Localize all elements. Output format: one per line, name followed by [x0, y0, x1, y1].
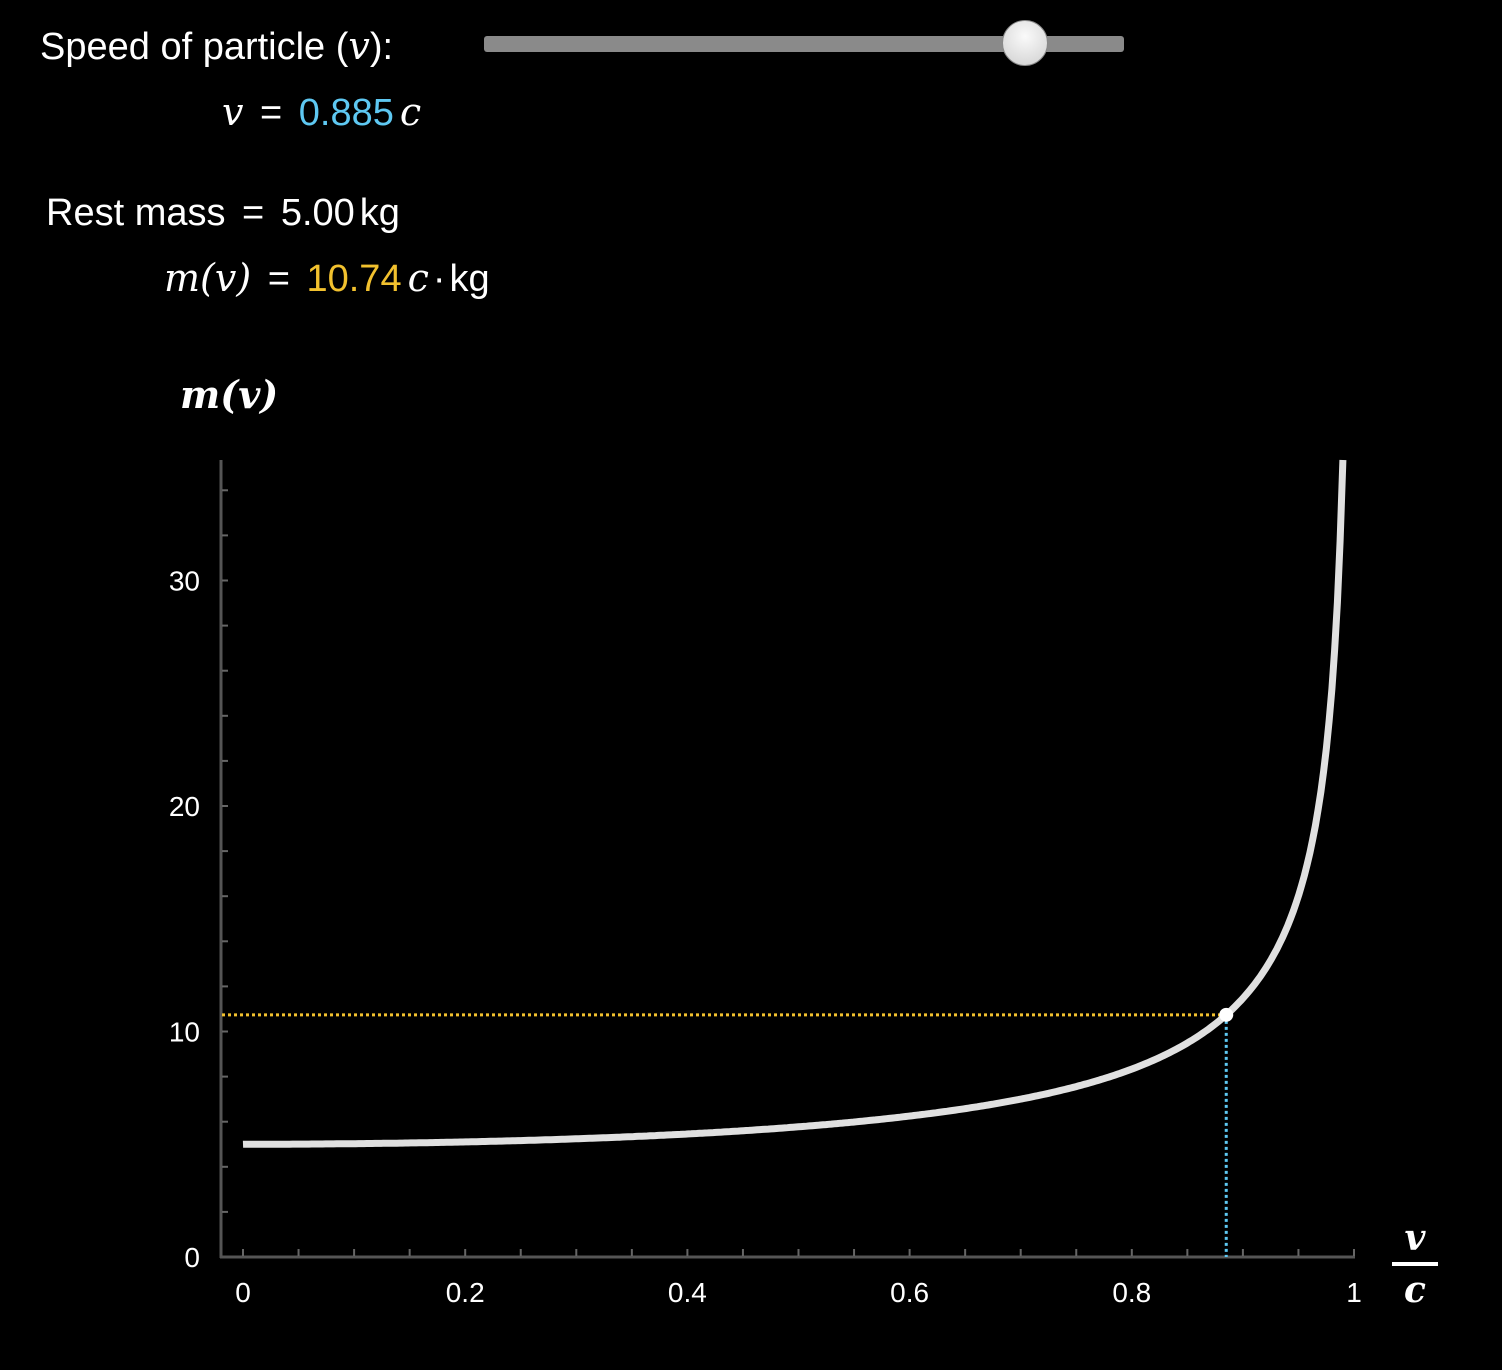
equals: = — [242, 192, 265, 234]
speed-slider[interactable] — [484, 36, 1124, 52]
x-tick-label: 0.8 — [1112, 1277, 1151, 1308]
y-tick-label: 20 — [169, 791, 200, 822]
y-tick-label: 10 — [169, 1017, 200, 1048]
kg-unit: kg — [449, 258, 490, 300]
x-tick-label: 0.2 — [446, 1277, 485, 1308]
fraction-bar — [1392, 1262, 1438, 1266]
kg-unit: kg — [359, 192, 400, 234]
current-point-marker — [1219, 1007, 1234, 1022]
x-tick-label: 0.4 — [668, 1277, 707, 1308]
y-tick-label: 30 — [169, 566, 200, 597]
c-symbol: c — [399, 90, 422, 134]
x-axis-label: v c — [1392, 1218, 1438, 1310]
speed-label: Speed of particle (v): — [40, 24, 393, 69]
speed-slider-thumb[interactable] — [1001, 20, 1048, 66]
x-tick-label: 1 — [1346, 1277, 1362, 1308]
y-axis-label: m(v) — [180, 372, 279, 417]
c-symbol: c — [407, 256, 429, 300]
equals: = — [260, 92, 283, 134]
speed-value: 0.885 — [298, 92, 394, 134]
mass-curve — [242, 459, 1347, 1148]
speed-readout: v = 0.885 c — [222, 90, 421, 135]
mass-readout: m(v) = 10.74 c · kg — [164, 256, 490, 301]
x-label-denominator: c — [1404, 1269, 1426, 1311]
speed-label-text: Speed of particle ( — [40, 26, 349, 68]
speed-label-end: ): — [369, 26, 394, 68]
rest-mass-label: Rest mass — [46, 192, 226, 234]
speed-var: v — [348, 24, 370, 68]
rest-mass-readout: Rest mass = 5.00 kg — [46, 192, 400, 235]
v-symbol: v — [222, 90, 244, 134]
dot: · — [432, 258, 446, 300]
m-label: m(v) — [164, 256, 252, 300]
rest-mass-value: 5.00 — [280, 192, 355, 234]
x-tick-label: 0 — [235, 1277, 251, 1308]
equals: = — [267, 258, 290, 300]
mass-value: 10.74 — [306, 258, 402, 300]
x-label-numerator: v — [1404, 1217, 1426, 1259]
y-tick-label: 0 — [184, 1242, 200, 1273]
x-tick-label: 0.6 — [890, 1277, 929, 1308]
